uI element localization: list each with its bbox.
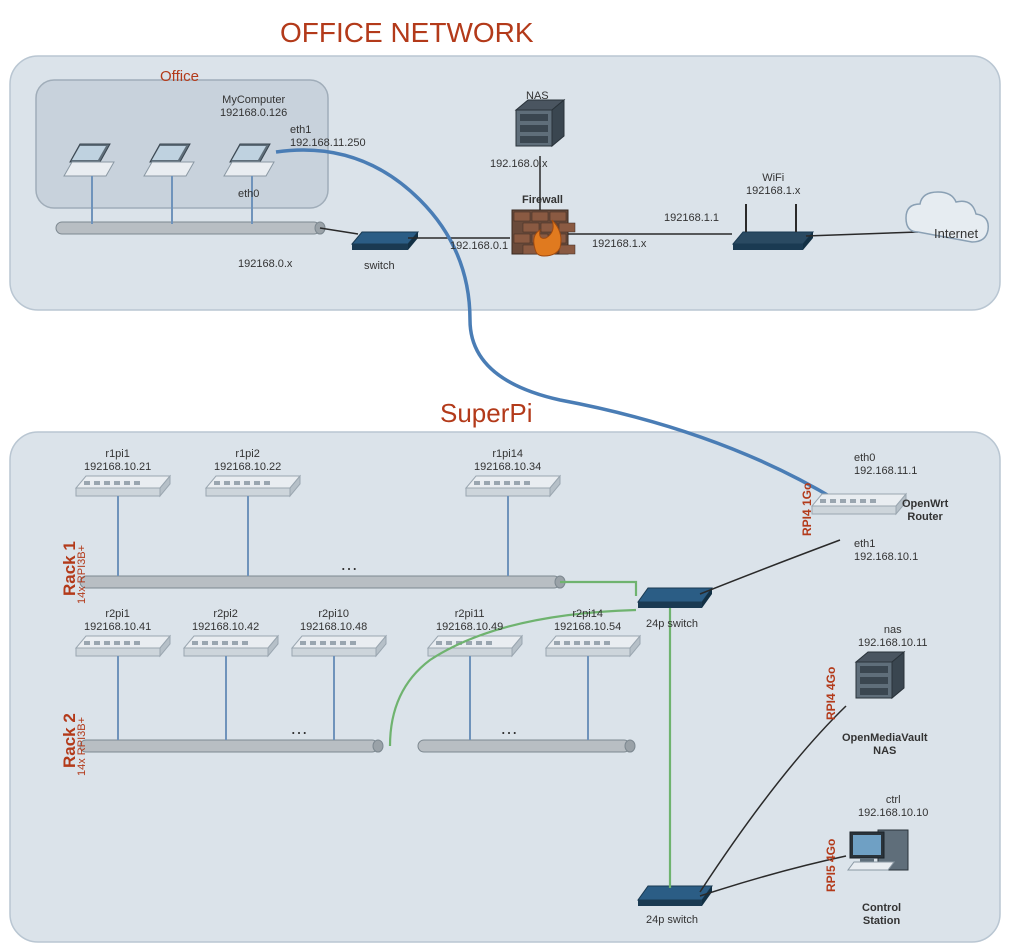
firewall-label: Firewall [522, 194, 563, 207]
ctrl-ip: ctrl 192.168.10.10 [858, 794, 928, 820]
nas2-ip: nas 192.168.10.11 [858, 624, 928, 650]
node-r2pi2: r2pi2 192168.10.42 [192, 608, 259, 634]
fw-left-label: 192.168.0.1 [450, 240, 508, 253]
node-r2pi11: r2pi11 192168.10.49 [436, 608, 503, 634]
node-r1pi2: r1pi2 192168.10.22 [214, 448, 281, 474]
wifi-label: WiFi 192168.1.x [746, 172, 800, 198]
ellipsis1: … [340, 554, 358, 576]
mycomputer-label: MyComputer 192168.0.126 [220, 94, 287, 120]
nas2-tag: RPI4 4Go [824, 667, 838, 720]
switch-label: switch [364, 260, 395, 273]
router-tag: RPI4 1Go [800, 483, 814, 536]
eth0-label: eth0 [238, 188, 259, 201]
sw1-label: 24p switch [646, 618, 698, 631]
ctrl-tag: RPI5 4Go [824, 839, 838, 892]
router-eth0: eth0 192.168.11.1 [854, 452, 917, 478]
nas-ip-label: 192.168.0.x [490, 158, 548, 171]
rack2-sub: 14x RPI3B+ [76, 717, 89, 776]
ctrl-name: Control Station [862, 902, 901, 928]
bus-label: 192168.0.x [238, 258, 292, 271]
router-left-label: 192168.1.1 [664, 212, 719, 225]
node-r1pi14: r1pi14 192168.10.34 [474, 448, 541, 474]
ellipsis2: … [290, 718, 308, 740]
ellipsis3: … [500, 718, 518, 740]
internet-label: Internet [934, 226, 978, 242]
node-r1pi1: r1pi1 192168.10.21 [84, 448, 151, 474]
title-office: OFFICE NETWORK [280, 16, 534, 50]
rack1-sub: 14x RPI3B+ [76, 545, 89, 604]
eth1-label: eth1 192.168.11.250 [290, 124, 366, 150]
node-r2pi1: r2pi1 192168.10.41 [84, 608, 151, 634]
sw2-label: 24p switch [646, 914, 698, 927]
node-r2pi10: r2pi10 192168.10.48 [300, 608, 367, 634]
label-layer: OFFICE NETWORK SuperPi Office MyComputer… [0, 0, 1024, 949]
office-sub-title: Office [160, 68, 199, 86]
router-name: OpenWrt Router [902, 498, 948, 524]
title-superpi: SuperPi [440, 398, 533, 429]
node-r2pi14: r2pi14 192168.10.54 [554, 608, 621, 634]
nas2-name: OpenMediaVault NAS [842, 732, 928, 758]
nas-label: NAS [526, 90, 549, 103]
router-eth1: eth1 192.168.10.1 [854, 538, 918, 564]
fw-right-label: 192168.1.x [592, 238, 646, 251]
